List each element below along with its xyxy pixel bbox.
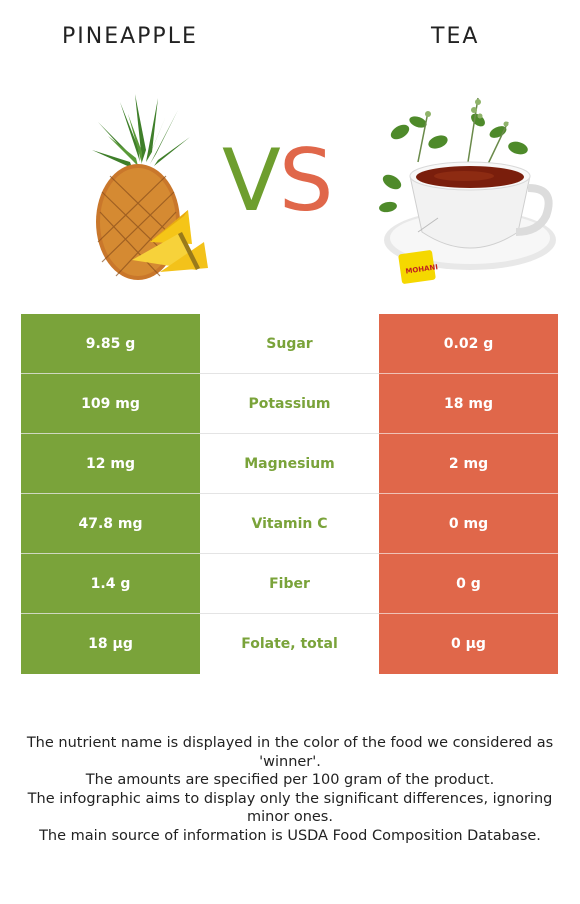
right-value: 0 mg [379,494,558,554]
comparison-table: 9.85 g Sugar 0.02 g 109 mg Potassium 18 … [21,314,558,674]
nutrient-name: Magnesium [200,434,379,494]
nutrient-name: Vitamin C [200,494,379,554]
right-value: 0 g [379,554,558,614]
nutrient-name: Potassium [200,374,379,434]
left-value: 12 mg [21,434,200,494]
right-value: 18 mg [379,374,558,434]
right-value: 2 mg [379,434,558,494]
footer-line: The amounts are specified per 100 gram o… [85,772,495,788]
footer-line: The main source of information is USDA F… [39,827,541,844]
nutrient-name: Folate, total [200,614,379,674]
table-row: 18 µg Folate, total 0 µg [21,614,558,674]
footer-notes: The nutrient name is displayed in the co… [14,734,566,845]
vs-label: VS [222,138,333,224]
table-row: 47.8 mg Vitamin C 0 mg [21,494,558,554]
left-value: 9.85 g [21,314,200,374]
left-value: 18 µg [21,614,200,674]
left-value: 109 mg [21,374,200,434]
left-value: 47.8 mg [21,494,200,554]
right-value: 0.02 g [379,314,558,374]
tea-image: MOHANI [379,97,556,284]
table-row: 9.85 g Sugar 0.02 g [21,314,558,374]
footer-line: The infographic aims to display only the… [27,790,553,826]
left-food-title: PINEAPPLE [62,24,198,49]
pineapple-image [92,94,208,280]
nutrient-name: Sugar [200,314,379,374]
right-food-title: TEA [431,24,480,49]
table-row: 1.4 g Fiber 0 g [21,554,558,614]
table-row: 109 mg Potassium 18 mg [21,374,558,434]
right-value: 0 µg [379,614,558,674]
footer-line: The nutrient name is displayed in the co… [26,735,554,770]
left-value: 1.4 g [21,554,200,614]
vs-s: S [278,131,334,231]
vs-v: V [222,131,281,231]
table-row: 12 mg Magnesium 2 mg [21,434,558,494]
nutrient-name: Fiber [200,554,379,614]
